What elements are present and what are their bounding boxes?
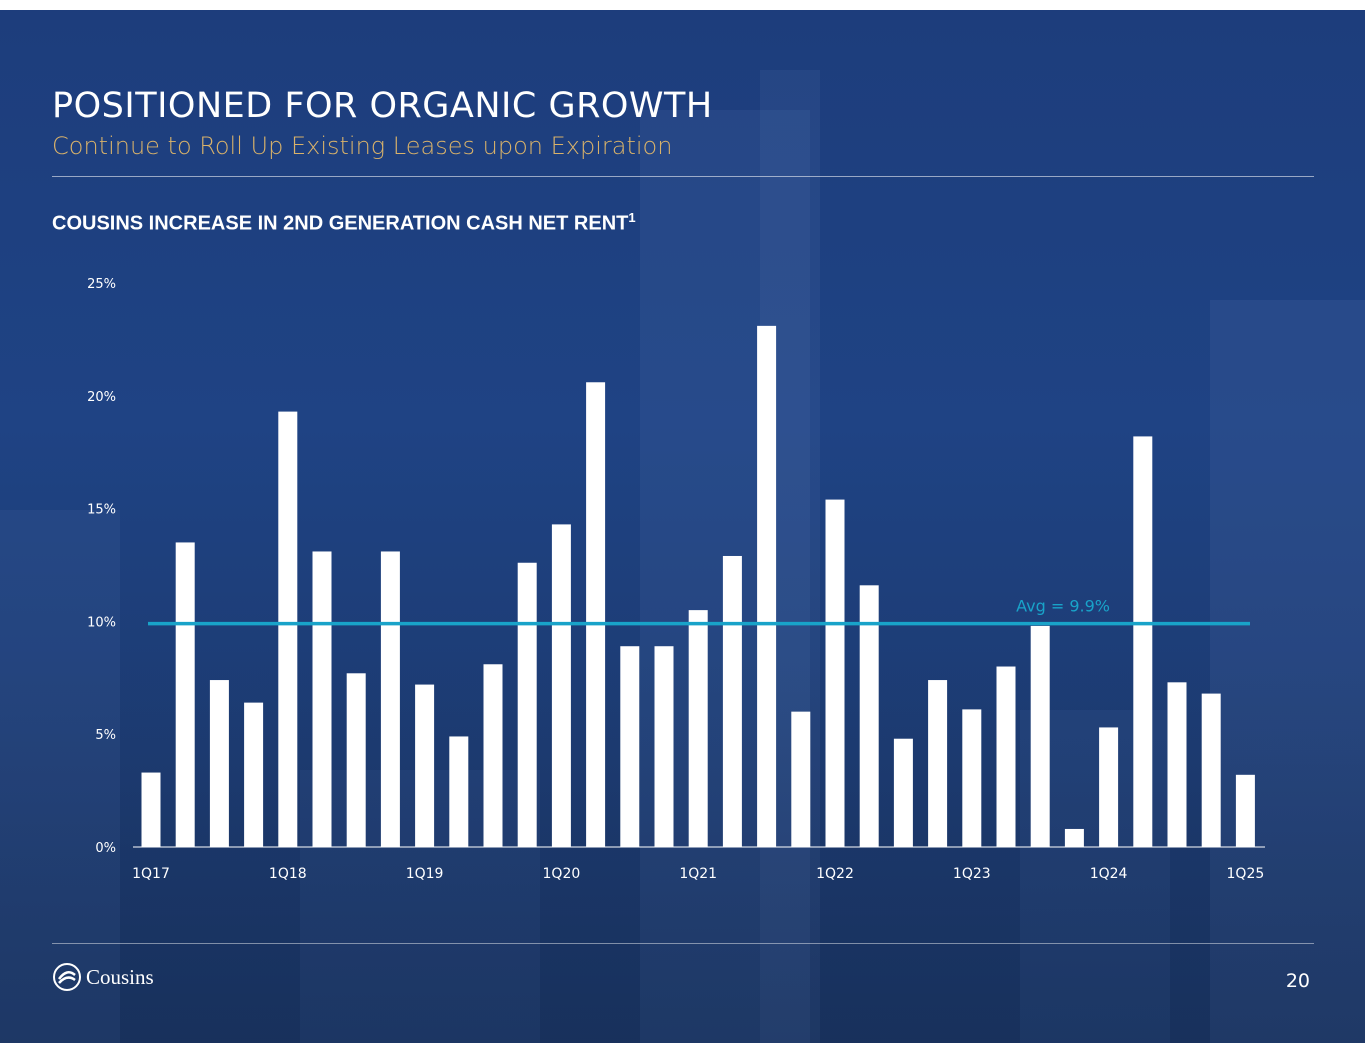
y-tick-label: 5%	[95, 728, 116, 743]
y-tick-label: 15%	[87, 503, 116, 518]
bar-1q21	[688, 610, 708, 847]
bar-1q22	[825, 499, 845, 847]
x-tick-label: 1Q20	[543, 866, 581, 882]
bar-2q20	[586, 382, 606, 847]
y-tick-label: 20%	[87, 390, 116, 405]
bar-3q18	[346, 673, 366, 847]
cousins-logo: Cousins	[52, 962, 154, 992]
bar-1q19	[415, 684, 435, 847]
page-number: 20	[1285, 970, 1310, 992]
y-tick-label: 25%	[87, 277, 116, 292]
bar-2q21	[722, 555, 742, 847]
bar-4q21	[791, 711, 811, 847]
bar-4q17	[244, 702, 264, 847]
bar-3q24	[1167, 682, 1187, 847]
bar-3q21	[757, 325, 777, 847]
page-subtitle: Continue to Roll Up Existing Leases upon…	[52, 132, 673, 160]
bar-4q23	[1064, 828, 1084, 847]
x-tick-label: 1Q21	[679, 866, 717, 882]
bar-4q22	[928, 680, 948, 847]
bar-1q17	[141, 772, 161, 847]
x-tick-label: 1Q18	[269, 866, 307, 882]
bar-3q20	[620, 646, 640, 847]
x-tick-label: 1Q24	[1090, 866, 1128, 882]
bar-1q24	[1099, 727, 1119, 847]
bar-4q24	[1201, 693, 1221, 847]
x-tick-label: 1Q22	[816, 866, 854, 882]
x-tick-label: 1Q17	[132, 866, 170, 882]
page-title: POSITIONED FOR ORGANIC GROWTH	[52, 86, 713, 126]
bar-1q25	[1235, 774, 1255, 847]
cousins-logo-icon	[53, 963, 81, 991]
y-tick-label: 0%	[95, 841, 116, 856]
bar-2q17	[175, 542, 195, 847]
bar-4q19	[517, 562, 537, 847]
bar-3q19	[483, 664, 503, 847]
slide-background	[0, 10, 1365, 1043]
chart-heading-footnote: 1	[628, 210, 636, 225]
footer-divider	[52, 943, 1314, 944]
title-divider	[52, 176, 1314, 177]
bar-1q20	[551, 524, 571, 847]
bar-2q23	[996, 666, 1016, 847]
bar-4q20	[654, 646, 674, 847]
bar-2q24	[1133, 436, 1153, 847]
bar-3q22	[893, 738, 913, 847]
average-label: Avg = 9.9%	[1016, 597, 1110, 616]
skyline-building-right	[1210, 300, 1365, 1043]
skyline-building-left	[0, 510, 120, 1043]
chart-heading-text: COUSINS INCREASE IN 2ND GENERATION CASH …	[52, 212, 629, 235]
bar-2q22	[859, 585, 879, 847]
bar-4q18	[380, 551, 400, 847]
x-tick-label: 1Q25	[1227, 866, 1265, 882]
y-tick-label: 10%	[87, 615, 116, 630]
bar-2q18	[312, 551, 332, 847]
bar-2q19	[449, 736, 469, 847]
bar-3q23	[1030, 625, 1050, 847]
x-tick-label: 1Q19	[406, 866, 444, 882]
bar-1q18	[278, 411, 298, 847]
cousins-logo-text: Cousins	[86, 964, 154, 989]
x-tick-label: 1Q23	[953, 866, 991, 882]
bar-3q17	[209, 680, 229, 847]
chart-heading: COUSINS INCREASE IN 2ND GENERATION CASH …	[52, 210, 636, 236]
bar-1q23	[962, 709, 982, 847]
